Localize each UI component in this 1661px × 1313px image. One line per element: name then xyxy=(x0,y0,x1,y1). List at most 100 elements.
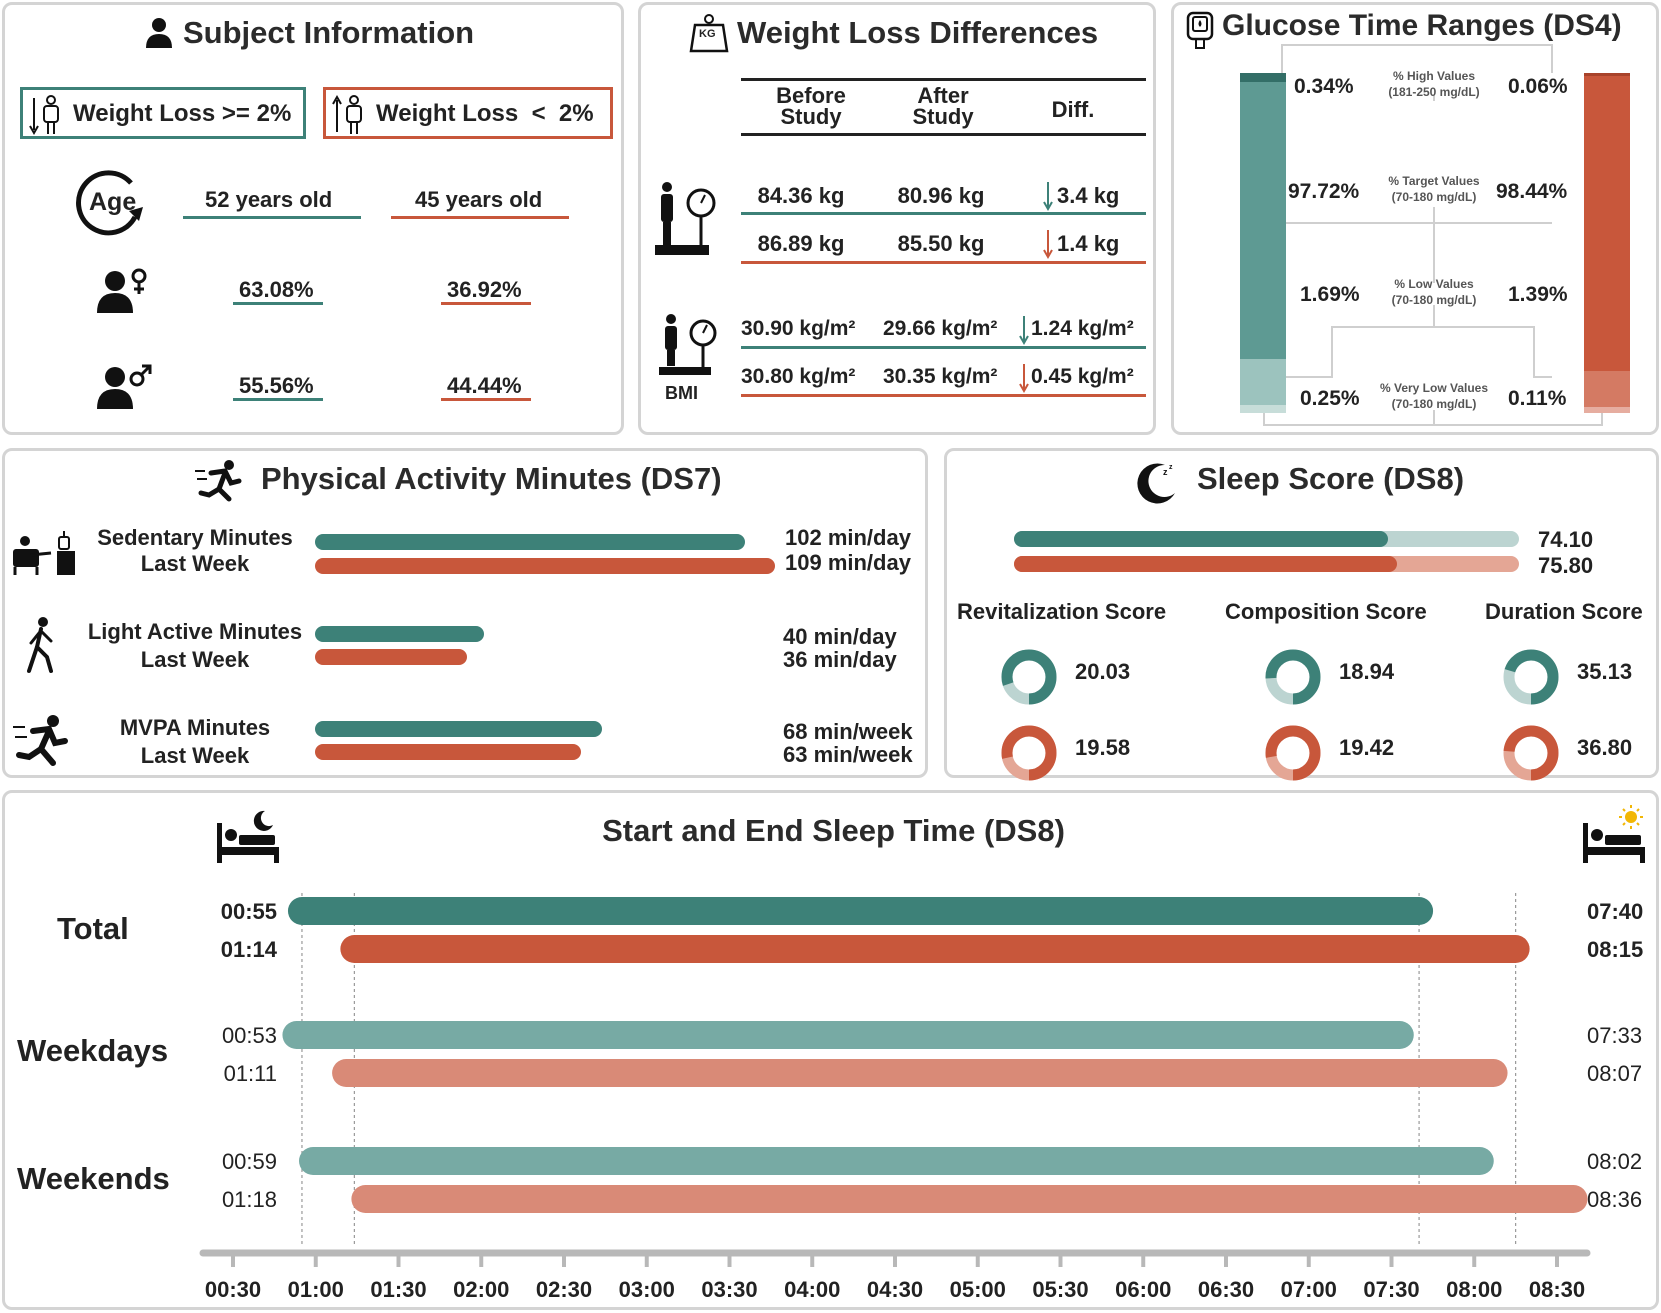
walking-person-icon xyxy=(27,617,53,673)
female-teal-underline xyxy=(233,302,323,305)
sleep-total-bar-red xyxy=(1014,556,1397,572)
activity-title: Physical Activity Minutes (DS7) xyxy=(261,461,722,496)
kg-weight-icon xyxy=(689,14,729,53)
sleep-start-label: 00:53 xyxy=(222,1023,277,1048)
age-icon xyxy=(76,170,143,236)
revitalization-score-label: Revitalization Score xyxy=(957,599,1167,624)
legend-weight-loss-high-label: Weight Loss >= 2% xyxy=(73,100,292,127)
sleep-time-panel: Start and End Sleep Time (DS8) Total Wee… xyxy=(2,790,1659,1310)
glucose-target-teal: 97.72% xyxy=(1288,180,1360,203)
weight-loss-panel: KG Weight Loss Differences Before Study … xyxy=(638,2,1156,435)
age-label: Age xyxy=(89,188,137,216)
glucose-red-target-segment xyxy=(1584,76,1630,371)
time-tick-label: 07:00 xyxy=(1281,1277,1337,1302)
sleep-score-panel: z z Sleep Score (DS8) 74.10 75.80 Revita… xyxy=(944,448,1659,781)
legend-weight-loss-low: Weight Loss < 2% xyxy=(323,87,613,139)
mvpa-running-icon xyxy=(13,715,68,766)
glucose-target-red: 98.44% xyxy=(1496,180,1568,203)
glucose-connectors xyxy=(1263,44,1603,426)
time-tick-label: 06:00 xyxy=(1115,1277,1171,1302)
time-tick-label: 06:30 xyxy=(1198,1277,1254,1302)
female-red: 36.92% xyxy=(447,277,522,302)
glucose-high-teal: 0.34% xyxy=(1294,75,1354,98)
weight-row-1-rule xyxy=(741,212,1146,215)
bmi-row-2-rule xyxy=(741,394,1146,397)
running-person-icon xyxy=(195,460,242,502)
glucose-red-bar-wrap xyxy=(1584,73,1630,413)
activity-sedentary-label-2: Last Week xyxy=(140,551,250,576)
bed-sun-icon xyxy=(1583,805,1645,863)
activity-bar-3-red xyxy=(315,744,581,760)
moon-icon: z z xyxy=(1137,463,1175,504)
down-arrow-icon xyxy=(1043,182,1053,212)
glucose-low-red: 1.39% xyxy=(1508,283,1568,306)
female-red-underline xyxy=(441,302,531,305)
glucose-red-high-segment xyxy=(1584,73,1630,76)
bmi-row-2-diff: 0.45 kg/m² xyxy=(1031,365,1134,388)
donut-value-2-teal xyxy=(1265,649,1321,705)
glucose-target-range: (70-180 mg/dL) xyxy=(1391,190,1477,204)
composition-teal-value: 18.94 xyxy=(1339,659,1395,684)
person-icon xyxy=(146,18,172,48)
sleep-total-bar-teal xyxy=(1014,531,1389,547)
time-tick-label: 00:30 xyxy=(205,1277,261,1302)
activity-bar-2-teal xyxy=(315,626,484,642)
donut-value-3-red xyxy=(1503,725,1559,781)
male-person-icon xyxy=(97,364,152,409)
sleep-end-label: 07:33 xyxy=(1587,1023,1642,1048)
sleep-start-label: 01:11 xyxy=(224,1061,277,1086)
legend-weight-loss-low-label: Weight Loss < 2% xyxy=(376,100,594,127)
glucose-low-label: % Low Values xyxy=(1394,277,1474,291)
activity-bar-3-teal xyxy=(315,721,602,737)
sleep-start-label: 01:18 xyxy=(222,1187,277,1212)
header-rule-top xyxy=(741,78,1146,81)
sleep-time-chart: 00:30 01:00 01:30 02:00 02:30 03:00 03:30 04:00… xyxy=(199,893,1643,1302)
bed-moon-icon xyxy=(217,810,279,863)
weight-scale-icon xyxy=(655,182,716,255)
activity-bars xyxy=(5,451,931,781)
weight-row-1-diff: 3.4 kg xyxy=(1057,183,1120,208)
glucose-low-range: (70-180 mg/dL) xyxy=(1391,293,1477,307)
time-tick-label: 07:30 xyxy=(1363,1277,1419,1302)
time-tick-label: 04:00 xyxy=(784,1277,840,1302)
sleep-start-label: 00:55 xyxy=(221,899,277,924)
bmi-label: BMI xyxy=(665,383,698,403)
subject-title: Subject Information xyxy=(183,15,475,50)
weight-row-2-after: 85.50 kg xyxy=(897,231,985,256)
down-arrow-icon xyxy=(1019,316,1029,346)
activity-bar-1-teal xyxy=(315,534,746,550)
sleep-start-label: 00:59 xyxy=(222,1149,277,1174)
bmi-row-1-diff: 1.24 kg/m² xyxy=(1031,317,1134,340)
time-tick-label: 03:30 xyxy=(701,1277,757,1302)
weight-row-1-before: 84.36 kg xyxy=(757,183,845,208)
weight-title: Weight Loss Differences xyxy=(737,15,1099,50)
glucose-verylow-red: 0.11% xyxy=(1508,387,1567,410)
time-tick-label: 08:30 xyxy=(1529,1277,1585,1302)
sleep-end-label: 08:07 xyxy=(1587,1061,1642,1086)
time-tick-label: 02:00 xyxy=(453,1277,509,1302)
group-weekdays-label: Weekdays xyxy=(17,1033,169,1068)
duration-red-value: 36.80 xyxy=(1577,735,1633,760)
glucose-high-range: (181-250 mg/dL) xyxy=(1388,85,1480,99)
donut-value-1-red xyxy=(1001,725,1057,781)
activity-sedentary-teal-value: 102 min/day xyxy=(785,525,911,550)
activity-mvpa-label-1: MVPA Minutes xyxy=(119,715,271,740)
sleep-end-label: 08:02 xyxy=(1587,1149,1642,1174)
duration-teal-value: 35.13 xyxy=(1577,659,1633,684)
duration-score-label: Duration Score xyxy=(1485,599,1643,624)
subject-information-panel: Subject Information Weight Loss >= 2% We… xyxy=(2,2,624,435)
weight-row-1-after: 80.96 kg xyxy=(897,183,985,208)
male-red-underline xyxy=(441,398,531,401)
bmi-scale-icon xyxy=(659,314,717,375)
sleep-time-title: Start and End Sleep Time (DS8) xyxy=(602,813,1065,848)
time-tick-label: 01:30 xyxy=(370,1277,426,1302)
sedentary-person-icon xyxy=(13,531,75,575)
time-tick-label: 08:00 xyxy=(1446,1277,1502,1302)
age-teal-underline xyxy=(183,216,361,219)
weight-row-2-diff: 1.4 kg xyxy=(1057,231,1120,256)
weight-down-person-icon xyxy=(29,95,59,136)
svg-text:z: z xyxy=(1163,467,1168,477)
sleep-red-total: 75.80 xyxy=(1538,553,1594,578)
glucose-high-label: % High Values xyxy=(1392,69,1476,83)
activity-light-teal-value: 40 min/day xyxy=(783,624,897,649)
